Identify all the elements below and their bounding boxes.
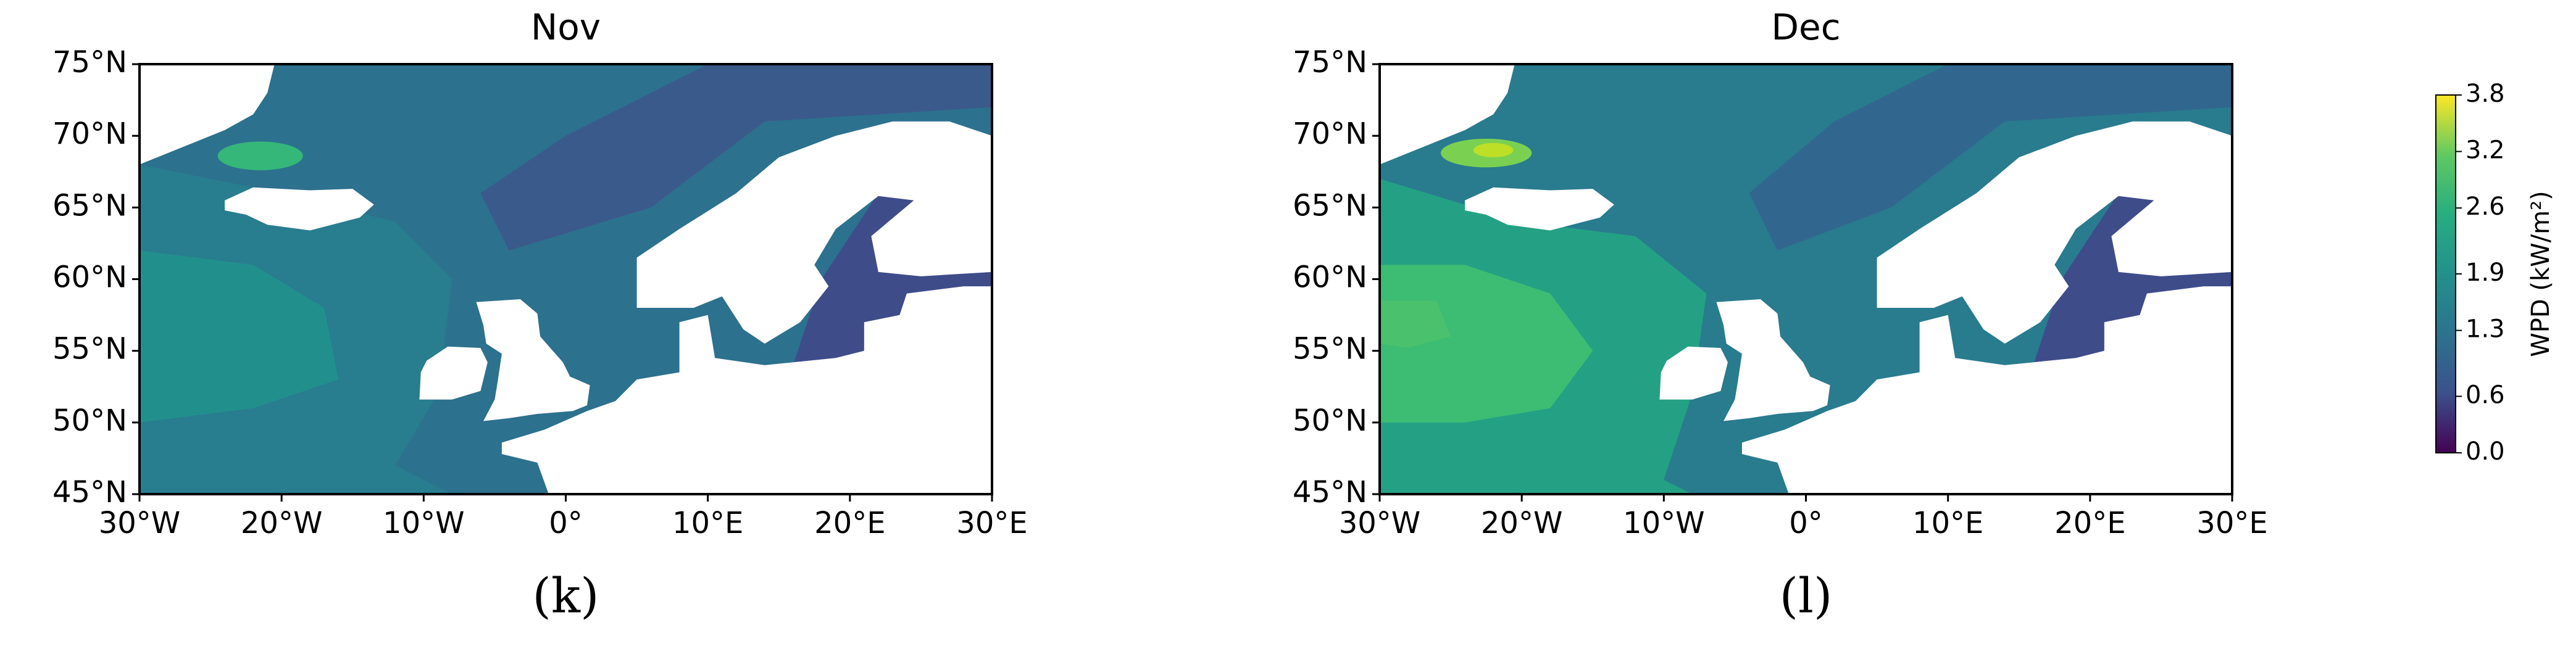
y-tick-label: 45°N — [1293, 475, 1367, 510]
x-tick-label: 30°W — [99, 506, 181, 540]
x-tick-label: 0° — [549, 506, 583, 540]
y-tick-label: 75°N — [1293, 45, 1367, 80]
x-tick-label: 10°E — [1912, 506, 1983, 540]
map-dec — [1380, 64, 2232, 494]
y-tick-label: 70°N — [1293, 117, 1367, 151]
y-tick-label: 50°N — [52, 403, 127, 438]
x-tick-label: 20°E — [2054, 506, 2125, 540]
panel-title: Dec — [1771, 6, 1840, 48]
panel-label: (k) — [532, 569, 599, 624]
y-tick-label: 60°N — [1293, 260, 1367, 295]
x-tick-label: 30°E — [2196, 506, 2267, 540]
colorbar-label: WPD (kW/m²) — [2527, 191, 2555, 357]
colorbar-tick-label: 3.8 — [2466, 80, 2505, 108]
x-tick-label: 10°E — [672, 506, 743, 540]
x-tick-label: 0° — [1789, 506, 1823, 540]
x-tick-label: 20°W — [241, 506, 323, 540]
colorbar-tick-label: 1.9 — [2466, 258, 2505, 287]
colorbar-tick-label: 0.6 — [2466, 381, 2505, 409]
y-tick-label: 65°N — [1293, 188, 1367, 223]
x-tick-label: 20°W — [1481, 506, 1563, 540]
x-tick-label: 30°W — [1339, 506, 1421, 540]
y-tick-label: 60°N — [52, 260, 127, 295]
x-tick-label: 10°W — [383, 506, 465, 540]
x-tick-label: 10°W — [1623, 506, 1705, 540]
y-tick-label: 55°N — [1293, 332, 1367, 366]
y-tick-label: 75°N — [52, 45, 127, 80]
colorbar-tick-label: 1.3 — [2466, 315, 2505, 344]
map-nov — [140, 64, 992, 494]
colorbar-tick-label: 2.6 — [2466, 192, 2505, 221]
colorbar-tick-label: 0.0 — [2466, 437, 2505, 466]
y-tick-label: 70°N — [52, 117, 127, 151]
y-tick-label: 45°N — [52, 475, 127, 510]
y-tick-label: 65°N — [52, 188, 127, 223]
panel-title: Nov — [531, 6, 601, 48]
colorbar — [2435, 94, 2456, 453]
y-tick-label: 50°N — [1293, 403, 1367, 438]
colorbar-tick-label: 3.2 — [2466, 136, 2505, 165]
x-tick-label: 30°E — [956, 506, 1027, 540]
x-tick-label: 20°E — [814, 506, 885, 540]
panel-label: (l) — [1780, 569, 1833, 624]
y-tick-label: 55°N — [52, 332, 127, 366]
